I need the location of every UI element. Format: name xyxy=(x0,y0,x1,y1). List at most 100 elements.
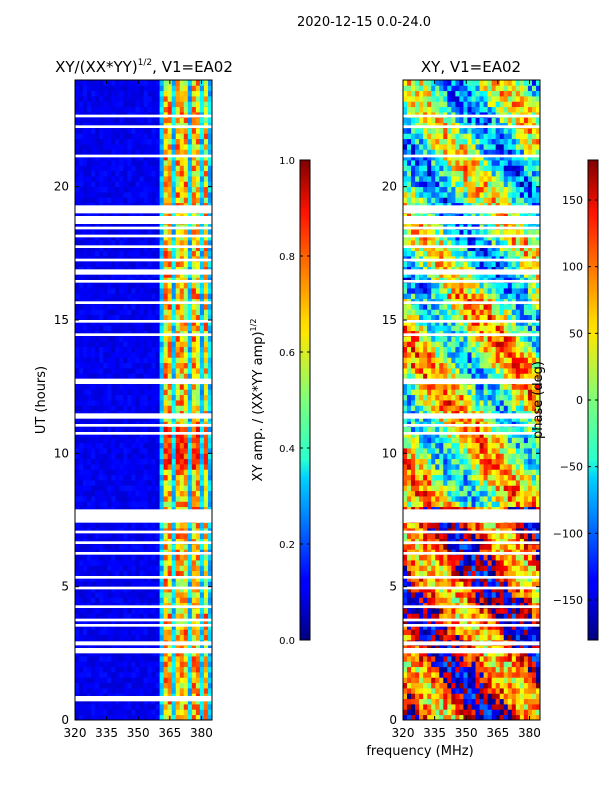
amplitude-heatmap-cell xyxy=(144,491,148,497)
amplitude-heatmap-cell xyxy=(111,608,115,614)
amplitude-heatmap-cell xyxy=(103,85,107,91)
amplitude-heatmap-cell xyxy=(95,480,99,486)
phase-heatmap-cell xyxy=(508,704,512,710)
phase-heatmap-cell xyxy=(528,704,532,710)
amplitude-heatmap-cell xyxy=(156,373,160,379)
amplitude-heatmap-cell xyxy=(135,107,139,113)
amplitude-heatmap-cell xyxy=(192,149,196,155)
amplitude-heatmap-cell xyxy=(200,315,204,321)
amplitude-heatmap-cell xyxy=(127,635,131,641)
amplitude-heatmap-cell xyxy=(180,592,184,598)
amplitude-heatmap-cell xyxy=(99,176,103,182)
amplitude-heatmap-cell xyxy=(184,608,188,614)
amplitude-heatmap-cell xyxy=(135,283,139,289)
amplitude-heatmap-cell xyxy=(164,688,168,694)
amplitude-heatmap-cell xyxy=(99,368,103,374)
phase-heatmap-cell xyxy=(431,592,435,598)
amplitude-heatmap-cell xyxy=(91,363,95,369)
amplitude-heatmap-cell xyxy=(184,384,188,390)
amplitude-heatmap-cell xyxy=(99,469,103,475)
amplitude-heatmap-cell xyxy=(148,363,152,369)
amplitude-heatmap-cell xyxy=(87,192,91,198)
amplitude-heatmap-cell xyxy=(103,555,107,561)
amplitude-heatmap-cell xyxy=(152,101,156,107)
amplitude-heatmap-cell xyxy=(168,443,172,449)
amplitude-heatmap-cell xyxy=(176,491,180,497)
amplitude-heatmap-cell xyxy=(148,160,152,166)
amplitude-heatmap-cell xyxy=(196,91,200,97)
amplitude-heatmap-cell xyxy=(103,688,107,694)
amplitude-heatmap-cell xyxy=(196,544,200,550)
amplitude-heatmap-cell xyxy=(204,661,208,667)
amplitude-heatmap-cell xyxy=(196,443,200,449)
amplitude-heatmap-cell xyxy=(196,459,200,465)
amplitude-heatmap-cell xyxy=(127,192,131,198)
amplitude-heatmap-cell xyxy=(75,459,79,465)
amplitude-heatmap-cell xyxy=(200,677,204,683)
amplitude-heatmap-cell xyxy=(188,704,192,710)
amplitude-heatmap-cell xyxy=(131,85,135,91)
amplitude-heatmap-cell xyxy=(172,192,176,198)
amplitude-heatmap-cell xyxy=(148,709,152,715)
amplitude-heatmap-cell xyxy=(156,592,160,598)
phase-heatmap-cell xyxy=(439,656,443,662)
amplitude-heatmap-cell xyxy=(79,357,83,363)
amplitude-heatmap-cell xyxy=(196,496,200,502)
phase-heatmap-cell xyxy=(492,592,496,598)
amplitude-heatmap-cell xyxy=(192,304,196,310)
amplitude-heatmap-cell xyxy=(204,347,208,353)
amplitude-heatmap-cell xyxy=(152,261,156,267)
amplitude-heatmap-cell xyxy=(131,523,135,529)
amplitude-heatmap-cell xyxy=(119,523,123,529)
amplitude-heatmap-cell xyxy=(131,533,135,539)
phase-heatmap-cell xyxy=(520,592,524,598)
amplitude-heatmap-cell xyxy=(103,533,107,539)
amplitude-heatmap-cell xyxy=(99,139,103,145)
amplitude-heatmap-cell xyxy=(135,261,139,267)
amplitude-heatmap-cell xyxy=(95,91,99,97)
amplitude-heatmap-cell xyxy=(196,347,200,353)
amplitude-heatmap-cell xyxy=(139,464,143,470)
amplitude-heatmap-cell xyxy=(184,523,188,529)
amplitude-heatmap-cell xyxy=(176,336,180,342)
amplitude-heatmap-cell xyxy=(144,101,148,107)
amplitude-heatmap-cell xyxy=(135,480,139,486)
amplitude-heatmap-cell xyxy=(196,107,200,113)
amplitude-heatmap-cell xyxy=(180,672,184,678)
amplitude-heatmap-cell xyxy=(156,571,160,577)
amplitude-heatmap-cell xyxy=(188,384,192,390)
amplitude-heatmap-cell xyxy=(115,91,119,97)
amplitude-heatmap-cell xyxy=(144,181,148,187)
amplitude-heatmap-cell xyxy=(75,405,79,411)
amplitude-heatmap-cell xyxy=(123,171,127,177)
amplitude-heatmap-cell xyxy=(204,501,208,507)
amplitude-heatmap-cell xyxy=(188,128,192,134)
phase-heatmap-cell xyxy=(472,635,476,641)
amplitude-heatmap-cell xyxy=(87,181,91,187)
amplitude-heatmap-cell xyxy=(135,171,139,177)
amplitude-heatmap-cell xyxy=(111,373,115,379)
amplitude-heatmap-cell xyxy=(204,459,208,465)
amplitude-flagged-band xyxy=(75,619,212,622)
amplitude-heatmap-cell xyxy=(144,667,148,673)
phase-heatmap-cell xyxy=(532,656,536,662)
amplitude-heatmap-cell xyxy=(95,405,99,411)
phase-heatmap-cell xyxy=(419,629,423,635)
phase-heatmap-cell xyxy=(476,656,480,662)
amplitude-heatmap-cell xyxy=(123,261,127,267)
phase-heatmap-cell xyxy=(480,608,484,614)
amplitude-heatmap-cell xyxy=(188,251,192,257)
amplitude-heatmap-cell xyxy=(135,400,139,406)
amplitude-heatmap-cell xyxy=(83,251,87,257)
amplitude-heatmap-cell xyxy=(83,192,87,198)
amplitude-heatmap-cell xyxy=(91,347,95,353)
amplitude-heatmap-cell xyxy=(148,560,152,566)
phase-heatmap-cell xyxy=(467,608,471,614)
amplitude-heatmap-cell xyxy=(176,352,180,358)
amplitude-heatmap-cell xyxy=(91,357,95,363)
amplitude-heatmap-cell xyxy=(131,336,135,342)
amplitude-heatmap-cell xyxy=(148,304,152,310)
amplitude-heatmap-cell xyxy=(184,677,188,683)
amplitude-heatmap-cell xyxy=(152,251,156,257)
phase-heatmap-cell xyxy=(455,661,459,667)
